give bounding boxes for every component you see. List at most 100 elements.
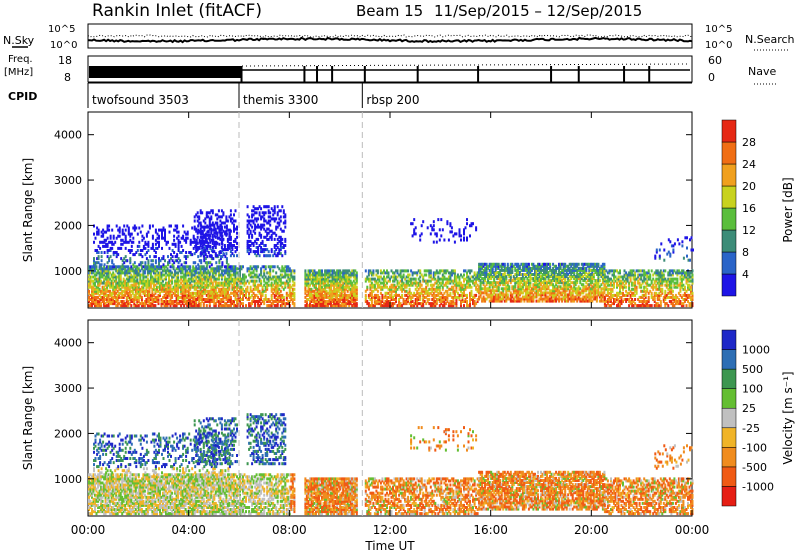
data-mark [330, 289, 333, 293]
data-mark [146, 281, 149, 285]
data-mark [290, 271, 293, 275]
data-mark [254, 252, 257, 256]
data-mark [447, 304, 450, 308]
data-mark [370, 285, 373, 289]
data-mark [266, 283, 269, 287]
data-mark [106, 298, 109, 301]
data-mark [410, 283, 413, 287]
data-mark [207, 275, 210, 279]
data-mark [223, 281, 226, 285]
data-mark [219, 215, 222, 219]
data-mark [541, 291, 544, 295]
data-mark [151, 277, 154, 281]
data-mark [395, 293, 397, 297]
data-mark [270, 302, 273, 306]
data-mark [163, 273, 166, 277]
data-mark [420, 232, 423, 236]
data-mark [202, 269, 205, 273]
data-mark [193, 271, 196, 275]
data-mark [324, 291, 327, 295]
data-mark [205, 279, 208, 283]
data-mark [124, 236, 127, 240]
data-mark [174, 289, 177, 293]
data-mark [555, 268, 558, 272]
data-mark [476, 275, 479, 279]
data-mark [192, 277, 195, 281]
data-mark [488, 264, 491, 268]
data-mark [518, 293, 521, 297]
data-mark [509, 291, 512, 295]
data-mark [281, 269, 284, 273]
data-mark [187, 271, 190, 275]
data-mark [322, 298, 325, 301]
data-mark [534, 277, 536, 281]
data-mark [273, 219, 276, 223]
data-mark [115, 251, 118, 254]
data-mark [130, 240, 133, 244]
data-mark [291, 283, 294, 287]
data-mark [222, 300, 225, 303]
data-mark [171, 302, 174, 306]
data-mark [354, 302, 357, 306]
data-mark [343, 281, 346, 285]
data-mark [282, 287, 285, 291]
data-mark [346, 271, 349, 275]
data-mark [211, 298, 214, 301]
data-mark [346, 283, 349, 287]
data-mark [257, 237, 260, 241]
data-mark [263, 279, 266, 283]
data-mark [279, 298, 282, 301]
data-mark [488, 293, 491, 297]
data-mark [116, 281, 119, 285]
data-mark [199, 241, 202, 245]
data-mark [103, 302, 106, 306]
data-mark [425, 291, 428, 295]
data-mark [527, 297, 530, 301]
data-mark [544, 283, 547, 287]
data-mark [213, 285, 216, 289]
data-mark [245, 304, 247, 308]
data-mark [469, 277, 471, 281]
data-mark [422, 298, 425, 301]
data-mark [429, 275, 432, 279]
data-mark [139, 230, 142, 234]
data-mark [556, 293, 559, 297]
data-mark [219, 250, 222, 254]
data-mark [213, 279, 216, 283]
data-mark [210, 275, 213, 279]
data-mark [488, 262, 491, 266]
data-mark [97, 302, 100, 306]
data-mark [217, 281, 220, 285]
data-mark [351, 289, 354, 293]
data-mark [254, 217, 257, 221]
data-mark [532, 273, 535, 276]
data-mark [233, 289, 235, 293]
data-mark [509, 268, 512, 272]
data-mark [340, 291, 343, 295]
data-mark [422, 279, 425, 283]
data-mark [521, 279, 524, 283]
data-mark [246, 244, 249, 247]
data-mark [204, 246, 207, 249]
data-mark [272, 265, 275, 269]
data-mark [524, 287, 527, 291]
data-mark [345, 293, 348, 297]
data-mark [107, 293, 110, 297]
data-mark [518, 271, 521, 274]
data-mark [469, 304, 471, 308]
data-mark [438, 238, 441, 242]
data-mark [288, 273, 291, 277]
data-mark [524, 262, 527, 266]
data-mark [538, 277, 541, 281]
data-mark [305, 302, 308, 306]
data-mark [310, 304, 313, 308]
data-mark [461, 295, 464, 299]
data-mark [251, 275, 254, 279]
data-mark [383, 275, 385, 279]
data-mark [133, 304, 136, 308]
data-mark [491, 295, 494, 299]
data-mark [106, 226, 109, 230]
data-mark [523, 289, 526, 293]
data-mark [181, 293, 184, 297]
data-mark [379, 287, 382, 291]
